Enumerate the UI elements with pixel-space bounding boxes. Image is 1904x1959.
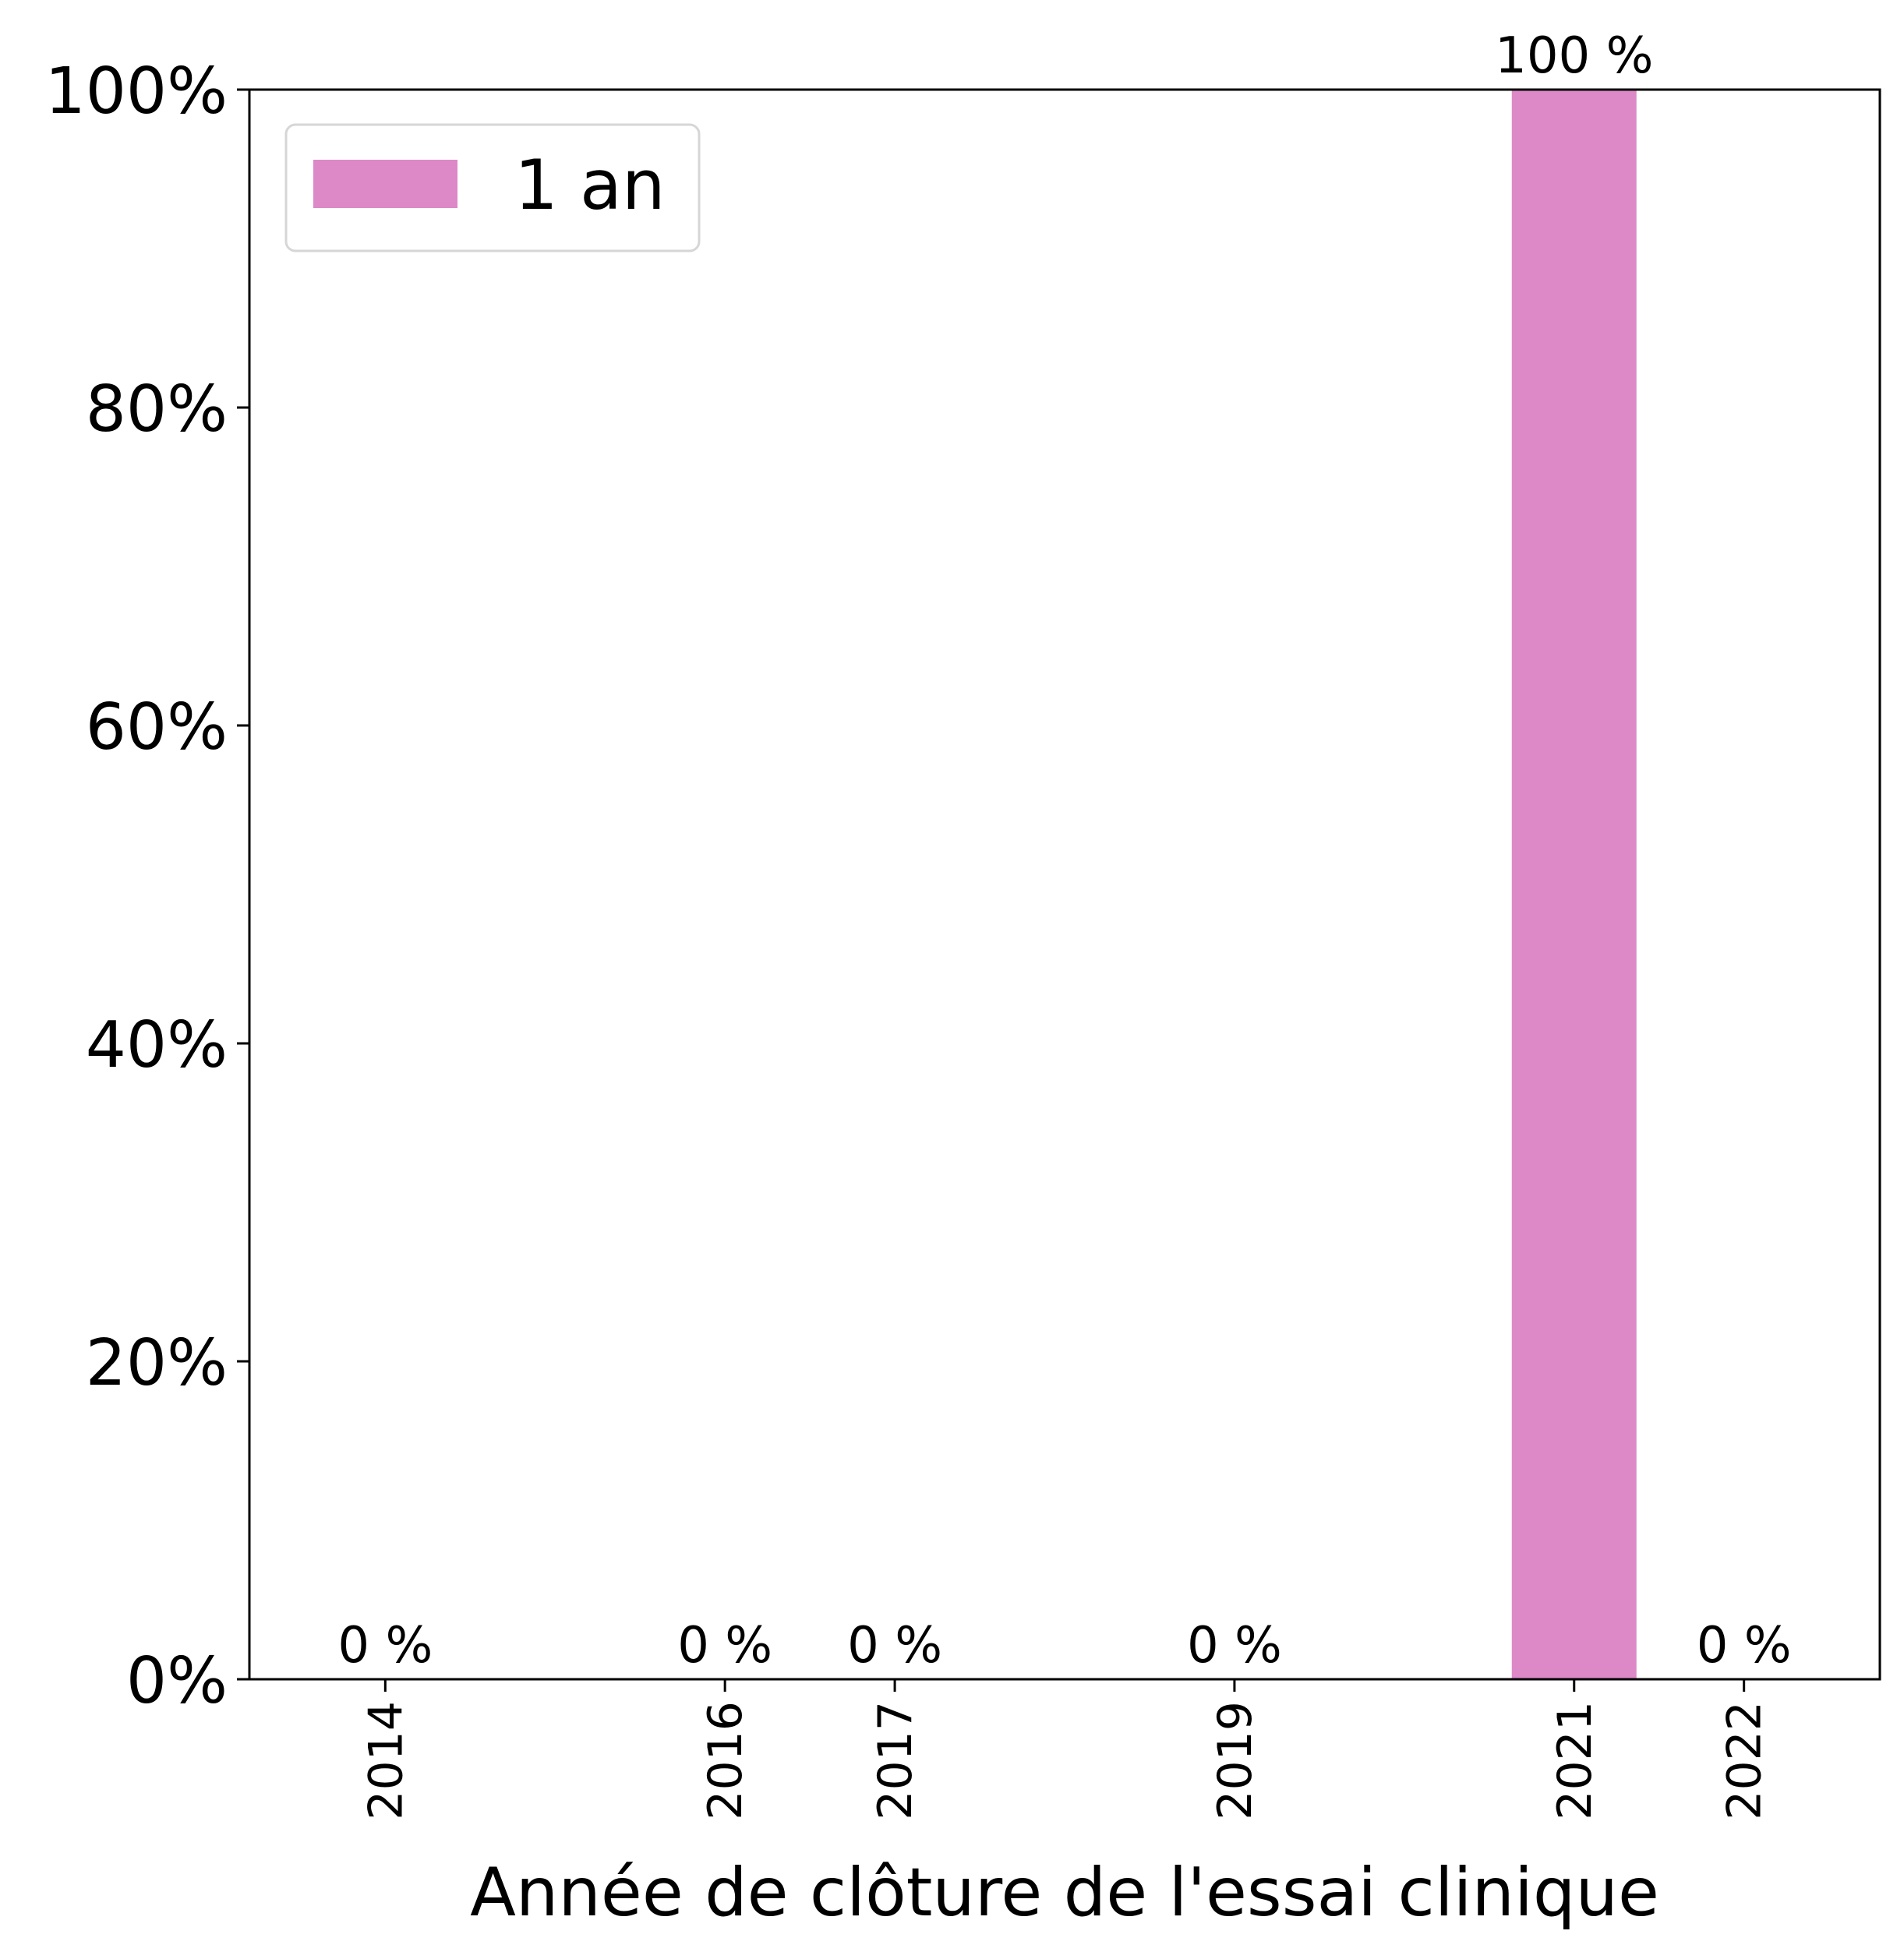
x-axis-title: Année de clôture de l'essai clinique: [470, 1854, 1659, 1932]
bar-label-2021: 100 %: [1495, 27, 1653, 85]
y-tick-label: 40%: [86, 1008, 228, 1082]
bar-label-2014: 0 %: [337, 1617, 433, 1675]
y-tick-label: 60%: [86, 690, 228, 764]
legend: 1 an: [284, 123, 701, 252]
x-tick-label: 2022: [1718, 1701, 1772, 1820]
x-tick-label: 2021: [1548, 1701, 1602, 1820]
y-tick-label: 80%: [86, 372, 228, 447]
legend-box: [284, 123, 701, 252]
y-tick-label: 20%: [86, 1326, 228, 1400]
bar-labels-layer: 0 % 0 % 0 % 0 % 100 % 0 %: [337, 27, 1791, 1675]
x-tick-label: 2016: [698, 1701, 753, 1820]
x-tick-label: 2017: [868, 1701, 923, 1820]
x-tick-label: 2019: [1208, 1701, 1263, 1820]
bar-label-2019: 0 %: [1187, 1617, 1282, 1675]
bar-2021: [1511, 90, 1637, 1679]
bars-layer: [1511, 90, 1637, 1679]
y-axis: 0% 20% 40% 60% 80% 100%: [45, 55, 249, 1718]
x-tick-label: 2014: [359, 1701, 413, 1820]
legend-swatch: [313, 160, 457, 208]
legend-label: 1 an: [514, 145, 666, 225]
plot-frame: [248, 88, 1881, 1681]
bar-label-2017: 0 %: [847, 1617, 942, 1675]
y-tick-label: 100%: [45, 55, 228, 129]
bar-label-2016: 0 %: [677, 1617, 772, 1675]
x-axis: 2014 2016 2017 2019 2021 2022: [359, 1679, 1772, 1820]
y-tick-label: 0%: [126, 1644, 228, 1718]
bar-label-2022: 0 %: [1697, 1617, 1792, 1675]
